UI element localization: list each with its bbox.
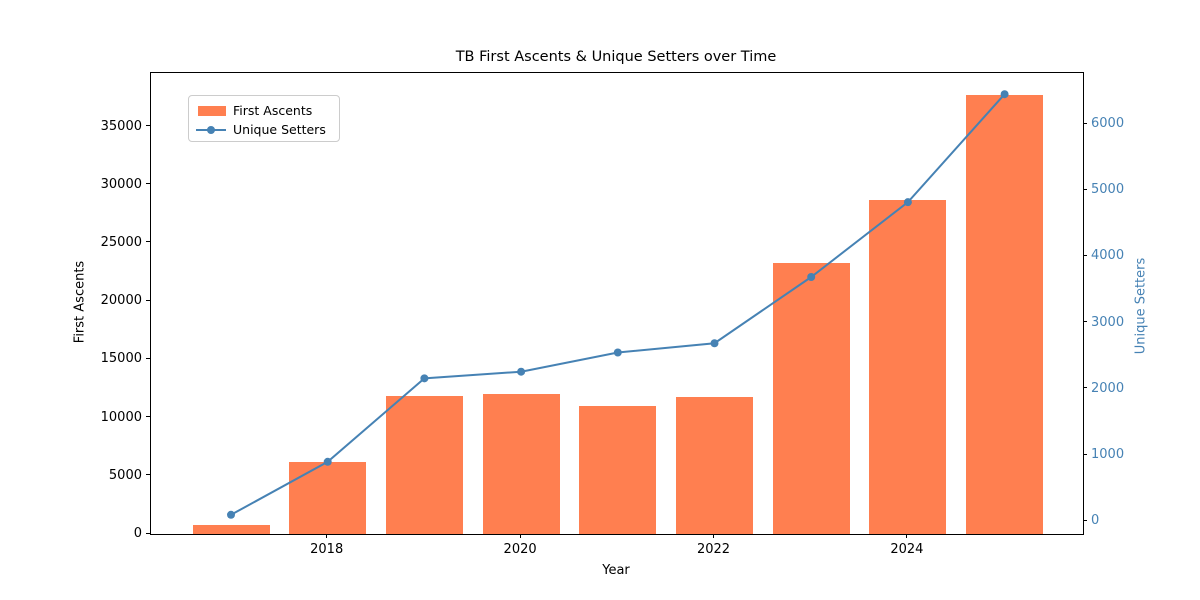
- x-tick-mark: [713, 534, 714, 538]
- x-axis-label: Year: [602, 563, 630, 578]
- marker-2019: [420, 374, 429, 383]
- y-tick-label-right: 3000: [1091, 314, 1125, 330]
- y-tick-label-left: 5000: [108, 467, 142, 483]
- y-tick-label-right: 5000: [1091, 182, 1125, 198]
- y-tick-mark-right: [1083, 254, 1087, 256]
- y-tick-mark-right: [1083, 188, 1087, 190]
- y-tick-mark-right: [1083, 453, 1087, 455]
- unique-setters-line: [227, 90, 1009, 519]
- marker-2023: [807, 273, 816, 282]
- y-tick-mark-left: [146, 125, 150, 127]
- legend-line-marker: [207, 126, 215, 134]
- y-tick-mark-right: [1083, 321, 1087, 323]
- y-tick-label-right: 6000: [1091, 116, 1125, 131]
- legend-label-first-ascents: First Ascents: [233, 103, 313, 118]
- x-tick-label: 2018: [310, 542, 344, 557]
- y-tick-label-left: 30000: [100, 176, 142, 192]
- legend-bar-swatch: [198, 106, 226, 116]
- bar-2025: [966, 95, 1044, 534]
- bar-2021: [579, 405, 657, 534]
- y-tick-mark-left: [146, 416, 150, 418]
- legend-label-unique-setters: Unique Setters: [233, 122, 326, 137]
- x-tick-label: 2024: [890, 542, 924, 557]
- y-tick-label-left: 20000: [100, 293, 142, 309]
- marker-2020: [517, 367, 526, 376]
- marker-2017: [227, 510, 235, 519]
- bar-2022: [676, 397, 753, 534]
- marker-2024: [903, 198, 912, 207]
- right-axis-label: Unique Setters: [1133, 257, 1149, 355]
- x-tick-label: 2022: [696, 542, 731, 557]
- bar-2019: [385, 396, 463, 534]
- y-tick-mark-right: [1083, 387, 1087, 389]
- chart-title: TB First Ascents & Unique Setters over T…: [455, 49, 777, 65]
- y-tick-mark-left: [146, 532, 150, 534]
- y-tick-label-right: 4000: [1091, 248, 1125, 264]
- y-tick-label-right: 1000: [1091, 447, 1125, 463]
- marker-2025: [1000, 90, 1009, 99]
- bar-2017: [192, 524, 270, 534]
- y-tick-label-left: 0: [133, 526, 142, 541]
- bar-2020: [482, 394, 560, 534]
- legend: First Ascents Unique Setters: [188, 95, 340, 142]
- y-tick-mark-right: [1083, 519, 1087, 521]
- plot-area: [150, 72, 1084, 535]
- y-tick-mark-left: [146, 474, 150, 476]
- y-tick-mark-left: [146, 183, 150, 185]
- x-tick-mark: [906, 534, 908, 538]
- y-tick-mark-left: [146, 357, 150, 359]
- y-tick-label-left: 25000: [100, 234, 142, 250]
- y-tick-mark-left: [146, 241, 150, 243]
- y-tick-label-right: 2000: [1091, 380, 1125, 396]
- marker-2018: [323, 457, 332, 466]
- marker-2021: [613, 348, 622, 357]
- y-tick-label-left: 10000: [100, 409, 142, 425]
- marker-2022: [710, 339, 719, 348]
- x-tick-label: 2020: [503, 542, 537, 557]
- bar-2024: [869, 200, 947, 534]
- y-tick-label-left: 15000: [100, 351, 142, 367]
- y-tick-mark-left: [146, 299, 150, 301]
- bar-2023: [772, 263, 850, 534]
- y-tick-label-left: 35000: [100, 118, 142, 134]
- x-tick-mark: [519, 534, 521, 538]
- x-tick-mark: [326, 534, 328, 538]
- bar-2018: [289, 461, 367, 534]
- y-tick-mark-right: [1083, 122, 1087, 124]
- y-tick-label-right: 0: [1091, 513, 1100, 529]
